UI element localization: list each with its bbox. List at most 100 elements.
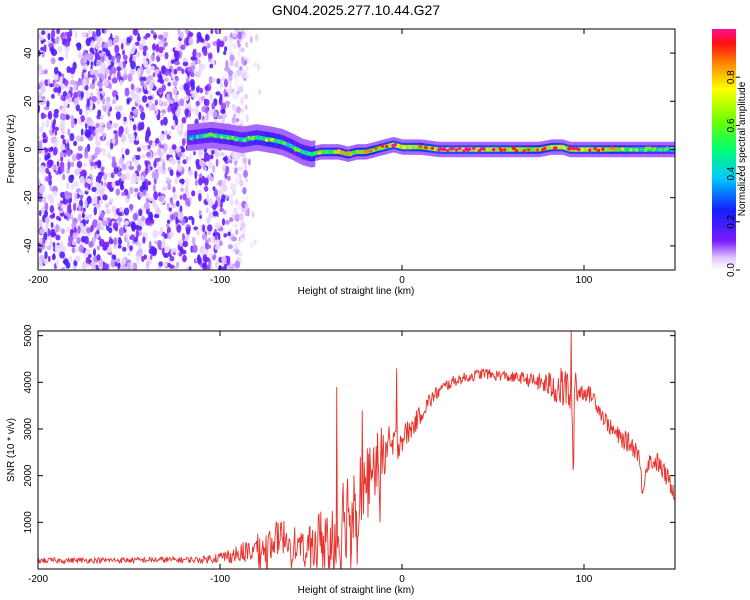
ridge-core xyxy=(201,134,203,139)
colorbar: 0.0 0.2 0.4 0.6 0.8 Normalized spectral ampl… xyxy=(712,29,748,277)
ridge-core xyxy=(329,149,331,155)
noise-cell xyxy=(188,37,194,46)
noise-cell xyxy=(111,181,116,188)
noise-cell xyxy=(107,75,112,81)
noise-cell xyxy=(49,83,55,88)
noise-cell xyxy=(54,126,59,131)
noise-cell xyxy=(158,195,164,202)
colorbar-tick-label: 0.2 xyxy=(726,214,737,228)
noise-cell xyxy=(59,120,66,130)
noise-cell xyxy=(101,96,106,105)
noise-cell xyxy=(237,86,241,93)
noise-cell xyxy=(216,115,223,120)
noise-cell xyxy=(221,255,227,264)
noise-cell xyxy=(191,236,196,246)
noise-cell xyxy=(57,85,62,94)
noise-cell xyxy=(81,235,86,243)
ridge-peak xyxy=(196,135,201,139)
noise-cell xyxy=(174,60,181,66)
noise-cell xyxy=(64,194,71,200)
noise-cell xyxy=(57,45,63,53)
noise-cell xyxy=(59,240,64,250)
ridge-core xyxy=(522,147,524,152)
noise-cell xyxy=(51,48,58,57)
noise-cell xyxy=(62,196,66,204)
noise-cell xyxy=(122,163,127,171)
noise-cell xyxy=(248,158,251,166)
noise-cell xyxy=(124,87,130,92)
ridge-core xyxy=(359,149,362,155)
noise-cell xyxy=(78,213,82,222)
noise-cell xyxy=(135,95,141,100)
noise-cell xyxy=(175,117,179,126)
noise-cell xyxy=(141,215,146,222)
ridge-core xyxy=(520,147,522,152)
noise-cell xyxy=(49,240,53,249)
noise-cell xyxy=(146,151,152,158)
x-tick-label: 100 xyxy=(576,574,593,585)
noise-cell xyxy=(155,137,160,144)
noise-cell xyxy=(242,33,247,39)
noise-cell xyxy=(55,223,59,233)
noise-cell xyxy=(171,144,177,150)
noise-cell xyxy=(60,163,65,173)
noise-cell xyxy=(132,55,137,63)
noise-cell xyxy=(149,196,155,202)
noise-cell xyxy=(104,101,111,110)
ridge-core xyxy=(546,145,548,151)
noise-cell xyxy=(90,126,93,134)
ridge-core xyxy=(300,149,303,154)
noise-cell xyxy=(60,204,67,210)
noise-cell xyxy=(236,106,242,114)
noise-cell xyxy=(195,158,201,166)
ridge-core xyxy=(241,137,244,143)
noise-cell xyxy=(126,240,130,249)
ridge-core xyxy=(412,144,414,150)
noise-cell xyxy=(143,180,146,187)
noise-cell xyxy=(209,265,214,270)
noise-cell xyxy=(136,67,141,77)
noise-cell xyxy=(72,232,77,237)
noise-cell xyxy=(135,155,141,160)
noise-cell xyxy=(122,246,127,252)
ridge-peak xyxy=(418,144,424,149)
noise-cell xyxy=(175,109,181,117)
noise-cell xyxy=(220,151,225,157)
ridge-core xyxy=(404,144,406,150)
ridge-core xyxy=(260,135,262,141)
noise-cell xyxy=(176,66,183,72)
ridge-core xyxy=(400,144,402,149)
noise-cell xyxy=(73,192,78,200)
noise-cell xyxy=(124,126,129,135)
ridge-peak xyxy=(270,138,275,142)
noise-cell xyxy=(204,99,210,107)
noise-cell xyxy=(194,48,197,57)
noise-cell xyxy=(175,176,178,185)
ridge-core xyxy=(538,147,541,152)
noise-cell xyxy=(188,110,192,118)
ridge-core xyxy=(355,150,357,155)
ridge-core xyxy=(592,147,594,152)
noise-cell xyxy=(117,244,122,249)
ridge-core xyxy=(303,150,305,155)
ridge-core xyxy=(642,147,644,152)
noise-cell xyxy=(159,78,165,85)
noise-cell xyxy=(240,47,245,53)
noise-cell xyxy=(100,55,105,63)
noise-cell xyxy=(125,232,129,239)
noise-cell xyxy=(135,229,140,239)
noise-cell xyxy=(58,56,64,61)
noise-cell xyxy=(84,199,88,208)
noise-cell xyxy=(181,138,186,147)
ridge-core xyxy=(263,136,266,141)
ridge-core xyxy=(559,144,561,150)
noise-cell xyxy=(160,40,164,48)
noise-cell xyxy=(50,29,56,39)
noise-cell xyxy=(207,237,212,243)
ridge-core xyxy=(407,144,410,150)
noise-cell xyxy=(82,262,87,270)
noise-cell xyxy=(112,123,119,128)
noise-cell xyxy=(44,251,48,260)
noise-cell xyxy=(177,105,181,112)
noise-cell xyxy=(208,160,213,170)
